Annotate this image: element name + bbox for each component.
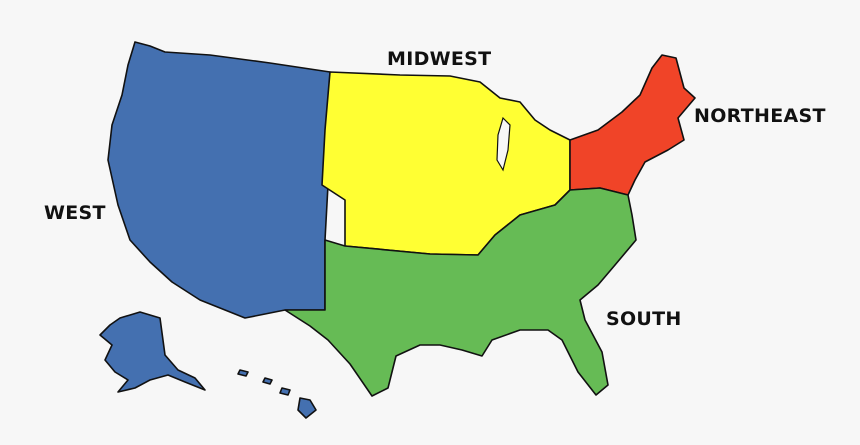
label-midwest: MIDWEST	[387, 48, 492, 70]
region-west-hawaii	[237, 369, 317, 419]
region-west	[107, 41, 331, 319]
label-south: SOUTH	[606, 308, 682, 330]
region-northeast	[569, 54, 696, 196]
label-west: WEST	[44, 202, 106, 224]
label-northeast: NORTHEAST	[694, 105, 826, 127]
region-west-alaska	[99, 311, 206, 393]
region-south	[284, 187, 637, 397]
lake-michigan	[496, 116, 511, 172]
